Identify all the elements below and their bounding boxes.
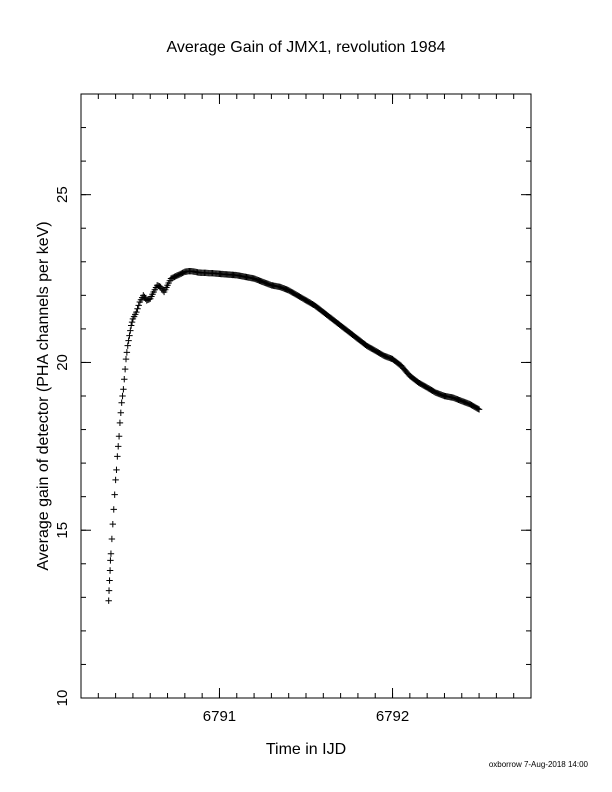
- data-point: [125, 337, 132, 344]
- y-tick-label: 20: [54, 354, 71, 371]
- data-point: [108, 535, 116, 543]
- data-point: [107, 550, 115, 557]
- data-point: [105, 597, 112, 604]
- data-point: [114, 453, 121, 460]
- data-point: [107, 557, 114, 564]
- data-point: [105, 587, 113, 594]
- chart-title: Average Gain of JMX1, revolution 1984: [167, 39, 446, 56]
- data-point: [121, 365, 129, 373]
- data-point: [115, 433, 123, 440]
- data-point: [127, 327, 134, 334]
- data-point: [124, 342, 131, 349]
- data-point: [117, 409, 125, 416]
- data-point: [126, 332, 133, 339]
- data-point: [110, 506, 117, 513]
- y-tick-label: 10: [54, 690, 71, 707]
- data-point: [127, 322, 135, 329]
- data-point: [109, 520, 117, 528]
- x-axis-label: Time in IJD: [266, 741, 346, 758]
- data-point: [119, 392, 126, 400]
- axis-ticks: [80, 93, 532, 699]
- data-points: [105, 267, 483, 604]
- x-tick-label: 6792: [376, 708, 409, 725]
- data-point: [111, 491, 118, 498]
- plot-frame: [80, 93, 532, 699]
- data-point: [475, 406, 483, 413]
- data-point: [120, 386, 127, 393]
- data-point: [116, 419, 124, 427]
- data-point: [123, 349, 131, 356]
- data-point: [112, 476, 119, 484]
- data-point: [128, 318, 136, 326]
- data-point: [133, 308, 140, 316]
- y-tick-label: 15: [54, 522, 71, 539]
- data-point: [134, 305, 141, 312]
- data-point: [118, 399, 125, 406]
- data-point: [113, 466, 120, 474]
- footer-stamp: oxborrow 7-Aug-2018 14:00: [489, 760, 589, 769]
- data-point: [135, 302, 142, 309]
- axis-tick-labels: 6791 6792 10 15 20 25: [54, 186, 409, 725]
- data-point: [106, 577, 113, 584]
- data-point: [474, 405, 482, 412]
- x-tick-label: 6791: [203, 708, 236, 725]
- y-tick-label: 25: [54, 186, 71, 203]
- data-point: [121, 376, 128, 383]
- data-point: [106, 567, 114, 574]
- data-point: [122, 355, 130, 363]
- y-axis-label: Average gain of detector (PHA channels p…: [35, 221, 52, 570]
- data-point: [115, 443, 122, 450]
